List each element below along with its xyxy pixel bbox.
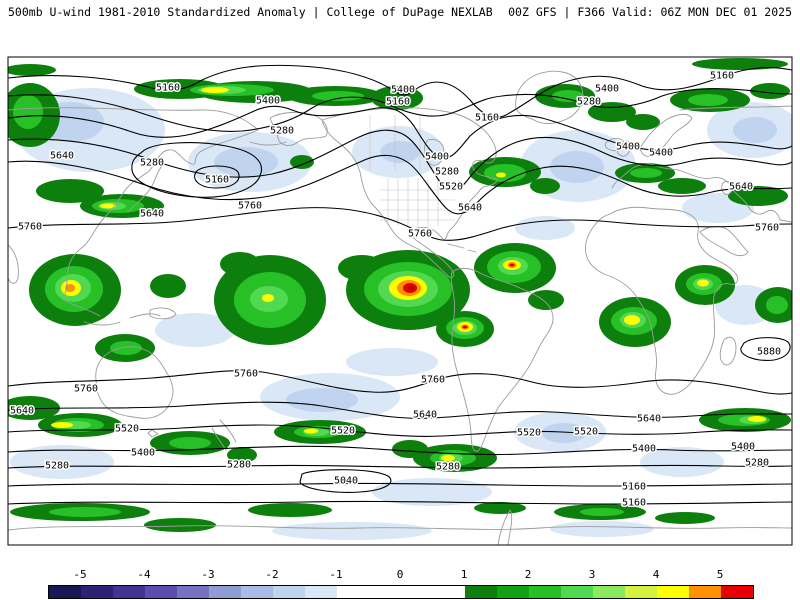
contour-label: 5400 (425, 152, 449, 163)
contour-label: 5640 (140, 209, 164, 220)
contour-label: 5640 (458, 203, 482, 214)
contour-label: 5760 (755, 223, 779, 234)
contour-label: 5280 (45, 461, 69, 472)
colorbar-segment (401, 586, 433, 598)
contour-label: 5160 (622, 498, 646, 509)
negative-anomaly-shading (10, 88, 792, 540)
colorbar-segment (657, 586, 689, 598)
contour-label: 5280 (577, 97, 601, 108)
colorbar-segment (433, 586, 465, 598)
contour-label: 5160 (475, 113, 499, 124)
colorbar-tick: -2 (265, 568, 279, 581)
contour-label: 5160 (386, 97, 410, 108)
colorbar-segment (497, 586, 529, 598)
contour-label: 5400 (595, 84, 619, 95)
contour-label: 5520 (331, 426, 355, 437)
height-contours (8, 64, 792, 505)
contour-label: 5400 (131, 448, 155, 459)
contour-label: 5760 (234, 369, 258, 380)
colorbar-segment (561, 586, 593, 598)
colorbar-segment (369, 586, 401, 598)
contour-label: 5160 (710, 71, 734, 82)
contour-label: 5520 (439, 182, 463, 193)
contour-label: 5160 (205, 175, 229, 186)
contour-label: 5280 (745, 458, 769, 469)
colorbar-tick: -1 (329, 568, 343, 581)
colorbar-tick: 5 (716, 568, 724, 581)
contour-label: 5400 (649, 148, 673, 159)
colorbar-tick: -3 (201, 568, 215, 581)
colorbar-segment (593, 586, 625, 598)
contour-label: 5760 (18, 222, 42, 233)
colorbar-tick: -4 (137, 568, 151, 581)
colorbar-segment (241, 586, 273, 598)
contour-label: 5640 (50, 151, 74, 162)
contour-label: 5160 (622, 482, 646, 493)
contour-label: 5880 (757, 347, 781, 358)
colorbar-segment (721, 586, 753, 598)
product-title: 500mb U-wind 1981-2010 Standardized Anom… (8, 5, 493, 19)
colorbar-segment (689, 586, 721, 598)
contour-label: 5280 (270, 126, 294, 137)
colorbar-segment (113, 586, 145, 598)
colorbar-segment (49, 586, 81, 598)
contour-label: 5640 (729, 182, 753, 193)
colorbar-segment (81, 586, 113, 598)
colorbar-tick: 1 (460, 568, 468, 581)
contour-labels: 5160540054005160516052805400516052805640… (8, 69, 782, 510)
contour-label: 5760 (238, 201, 262, 212)
contour-label: 5040 (334, 476, 358, 487)
contour-label: 5640 (637, 414, 661, 425)
contour-label: 5760 (408, 229, 432, 240)
contour-label: 5640 (10, 406, 34, 417)
colorbar-tick: 3 (588, 568, 596, 581)
contour-label: 5400 (616, 142, 640, 153)
colorbar-tick: 2 (524, 568, 532, 581)
colorbar-bar (48, 585, 754, 599)
title-bar: 500mb U-wind 1981-2010 Standardized Anom… (8, 5, 792, 19)
contour-label: 5400 (731, 442, 755, 453)
colorbar-segment (337, 586, 369, 598)
colorbar: -5 -4 -3 -2 -1 0 1 2 3 4 5 (0, 568, 800, 600)
contour-label: 5520 (115, 424, 139, 435)
contour-label: 5400 (391, 85, 415, 96)
colorbar-segment (145, 586, 177, 598)
contour-label: 5520 (517, 428, 541, 439)
map-border (7, 56, 793, 546)
colorbar-tick: -5 (73, 568, 87, 581)
contour-label: 5520 (574, 427, 598, 438)
contour-label: 5280 (435, 167, 459, 178)
contour-label: 5760 (74, 384, 98, 395)
colorbar-segment (209, 586, 241, 598)
run-info: 00Z GFS | F366 Valid: 06Z MON DEC 01 202… (508, 5, 792, 19)
colorbar-segment (305, 586, 337, 598)
colorbar-tick-labels: -5 -4 -3 -2 -1 0 1 2 3 4 5 (0, 568, 800, 582)
contour-label: 5640 (413, 410, 437, 421)
colorbar-segment (465, 586, 497, 598)
colorbar-tick: 4 (652, 568, 660, 581)
colorbar-segment (529, 586, 561, 598)
contour-label: 5400 (256, 96, 280, 107)
contour-label: 5280 (227, 460, 251, 471)
colorbar-segment (177, 586, 209, 598)
contour-label: 5280 (436, 462, 460, 473)
colorbar-segment (273, 586, 305, 598)
colorbar-tick: 0 (396, 568, 404, 581)
contour-label: 5760 (421, 375, 445, 386)
contour-label: 5400 (632, 444, 656, 455)
contour-label: 5160 (156, 83, 180, 94)
contour-label: 5280 (140, 158, 164, 169)
colorbar-segment (625, 586, 657, 598)
